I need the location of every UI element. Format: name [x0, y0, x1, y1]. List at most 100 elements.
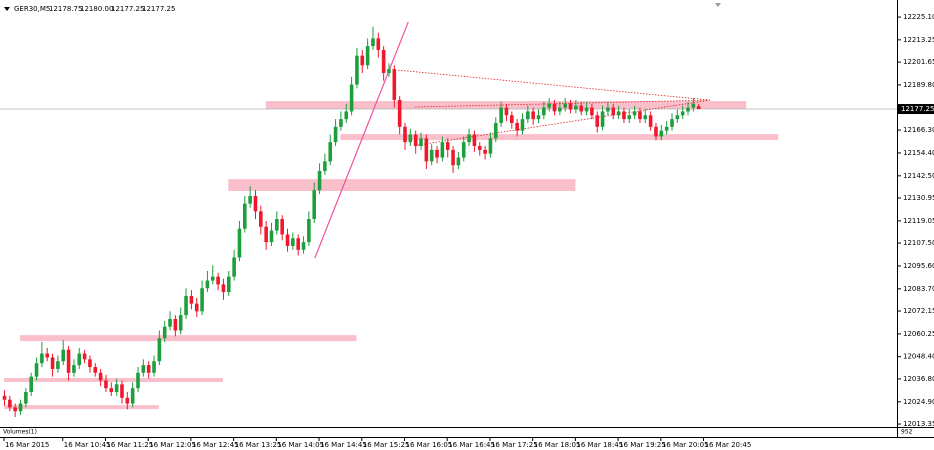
candle-body [24, 392, 28, 404]
candle-body [221, 284, 226, 293]
candle-body [264, 226, 268, 243]
candle-body [136, 372, 140, 389]
candle-body [445, 142, 450, 150]
candle-body [515, 122, 519, 131]
candle-body [397, 99, 402, 127]
plot-layer [0, 21, 897, 418]
candle-body [376, 38, 381, 50]
candle-body [611, 107, 616, 116]
x-tick-label: 16 Mar 14:05 [277, 441, 324, 449]
x-tick-label: 16 Mar 12:45 [192, 441, 239, 449]
candle-body [45, 353, 50, 358]
candle-body [574, 105, 578, 110]
candle-body [280, 219, 284, 235]
y-tick-label: 12166.30 [903, 126, 934, 134]
header: GER30,M5 12178.75 12180.00 12177.25 1217… [14, 5, 175, 13]
y-tick-label: 12013.35 [903, 420, 934, 428]
y-tick-label: 12154.40 [903, 149, 934, 157]
candle-body [56, 361, 60, 369]
candle-body [173, 318, 178, 331]
y-tick-label: 12142.50 [903, 172, 934, 180]
candle-body [146, 365, 151, 373]
candle-body [237, 228, 242, 258]
candle-body [558, 107, 562, 112]
candle-body [360, 55, 365, 66]
candle-body [40, 353, 44, 364]
x-tick-label: 16 Mar 18:05 [534, 441, 581, 449]
candle-body [226, 276, 231, 293]
candle-body [291, 238, 295, 246]
y-tick-label: 12083.70 [903, 285, 934, 293]
candle-body [339, 119, 343, 127]
x-tick-label: 16 Mar 19:25 [619, 441, 666, 449]
candle-body [104, 380, 108, 389]
candle-body [638, 111, 642, 120]
candle-body [648, 115, 653, 127]
candle-body [344, 111, 349, 120]
x-tick-label: 16 Mar 12:05 [149, 441, 196, 449]
candle-body [595, 115, 600, 127]
candle-body [659, 130, 664, 137]
y-tick-label: 12060.25 [903, 330, 934, 338]
shift-marker [715, 3, 721, 7]
candle-body [210, 276, 215, 281]
candle-body [232, 257, 236, 277]
candle-body [205, 280, 210, 289]
candle-body [152, 361, 156, 373]
candle-body [568, 103, 573, 110]
candle-body [440, 142, 445, 158]
sr-zone [20, 335, 357, 342]
candle-body [301, 242, 306, 250]
y-tick-label: 12213.25 [903, 36, 934, 44]
y-tick-label: 12201.65 [903, 58, 934, 66]
candle-body [547, 103, 551, 108]
candle-body [542, 107, 546, 116]
candle-body [307, 219, 311, 243]
candle-body [194, 303, 199, 312]
candle-body [483, 149, 487, 154]
candle-body [178, 315, 183, 331]
x-tick-label: 16 Mar 18:45 [576, 441, 623, 449]
candle-body [670, 119, 674, 127]
dotted-line [417, 99, 711, 146]
candle-body [435, 149, 439, 158]
y-tick-label: 12072.15 [903, 307, 934, 315]
candle-body [50, 357, 55, 369]
candle-body [467, 134, 471, 143]
x-tick-label: 16 Mar 20:45 [705, 441, 752, 449]
candle-body [98, 372, 103, 381]
y-tick-label: 12024.90 [903, 398, 934, 406]
candle-body [456, 157, 461, 166]
menu-arrow[interactable] [4, 7, 10, 11]
candle-body [200, 288, 204, 312]
candle-body [157, 338, 162, 362]
candle-body [600, 111, 605, 127]
candle-body [285, 234, 290, 246]
candle-body [371, 38, 375, 47]
candle-body [216, 276, 220, 285]
trend-line [314, 21, 409, 259]
candle-body [349, 84, 354, 112]
candle-body [82, 353, 87, 360]
candle-body [323, 161, 327, 172]
candle-body [686, 107, 690, 112]
candle-body [317, 171, 322, 191]
candle-body [184, 295, 188, 316]
dotted-line [415, 99, 710, 108]
candle-body [590, 107, 594, 116]
candle-body [162, 326, 167, 339]
candle-body [408, 134, 413, 143]
candle-body [606, 107, 610, 112]
candle-body [461, 142, 466, 158]
candle-body [328, 142, 333, 162]
y-tick-label: 12107.50 [903, 239, 934, 247]
candle-body [275, 219, 279, 231]
candle-body [632, 111, 637, 116]
ohlc-low: 12177.25 [111, 5, 144, 13]
candle-body [499, 107, 503, 123]
candle-body [66, 349, 71, 373]
candle-body [488, 138, 493, 154]
